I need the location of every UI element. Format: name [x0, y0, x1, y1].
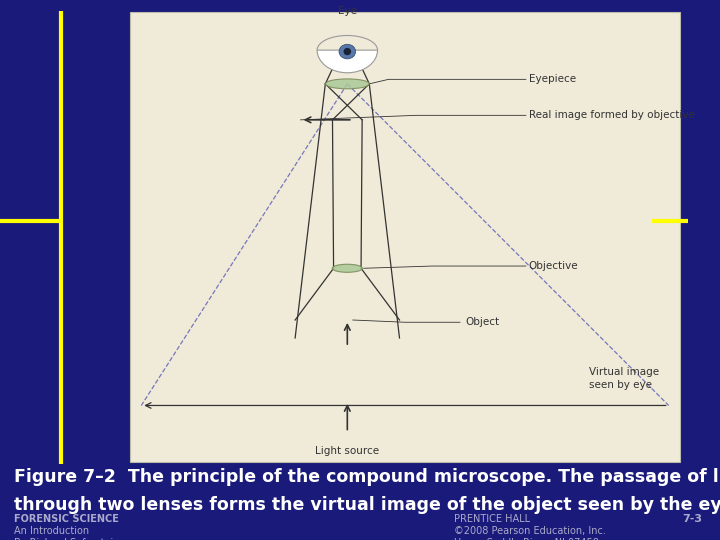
Wedge shape [317, 50, 377, 73]
Text: ©2008 Pearson Education, Inc.: ©2008 Pearson Education, Inc. [454, 526, 606, 536]
Bar [130, 12, 680, 462]
Text: Light source: Light source [315, 446, 379, 456]
Text: PRENTICE HALL: PRENTICE HALL [454, 514, 530, 524]
Ellipse shape [325, 79, 369, 89]
Text: Figure 7–2  The principle of the compound microscope. The passage of light: Figure 7–2 The principle of the compound… [14, 468, 720, 486]
Text: Objective: Objective [528, 261, 578, 271]
Text: 7-3: 7-3 [682, 514, 702, 524]
Text: Eyepiece: Eyepiece [528, 75, 576, 84]
Text: through two lenses forms the virtual image of the object seen by the eye.: through two lenses forms the virtual ima… [14, 496, 720, 514]
Ellipse shape [339, 44, 356, 59]
Text: Virtual image
seen by eye: Virtual image seen by eye [589, 367, 660, 390]
Text: Upper Saddle River, NJ 07458: Upper Saddle River, NJ 07458 [454, 538, 598, 540]
Text: FORENSIC SCIENCE: FORENSIC SCIENCE [14, 514, 120, 524]
Text: Eye: Eye [338, 6, 357, 16]
Text: By Richard Saferstein: By Richard Saferstein [14, 538, 120, 540]
Ellipse shape [332, 264, 362, 272]
Text: Object: Object [465, 318, 500, 327]
Text: An Introduction: An Introduction [14, 526, 89, 536]
Text: Real image formed by objective: Real image formed by objective [528, 110, 695, 120]
Ellipse shape [343, 48, 351, 55]
